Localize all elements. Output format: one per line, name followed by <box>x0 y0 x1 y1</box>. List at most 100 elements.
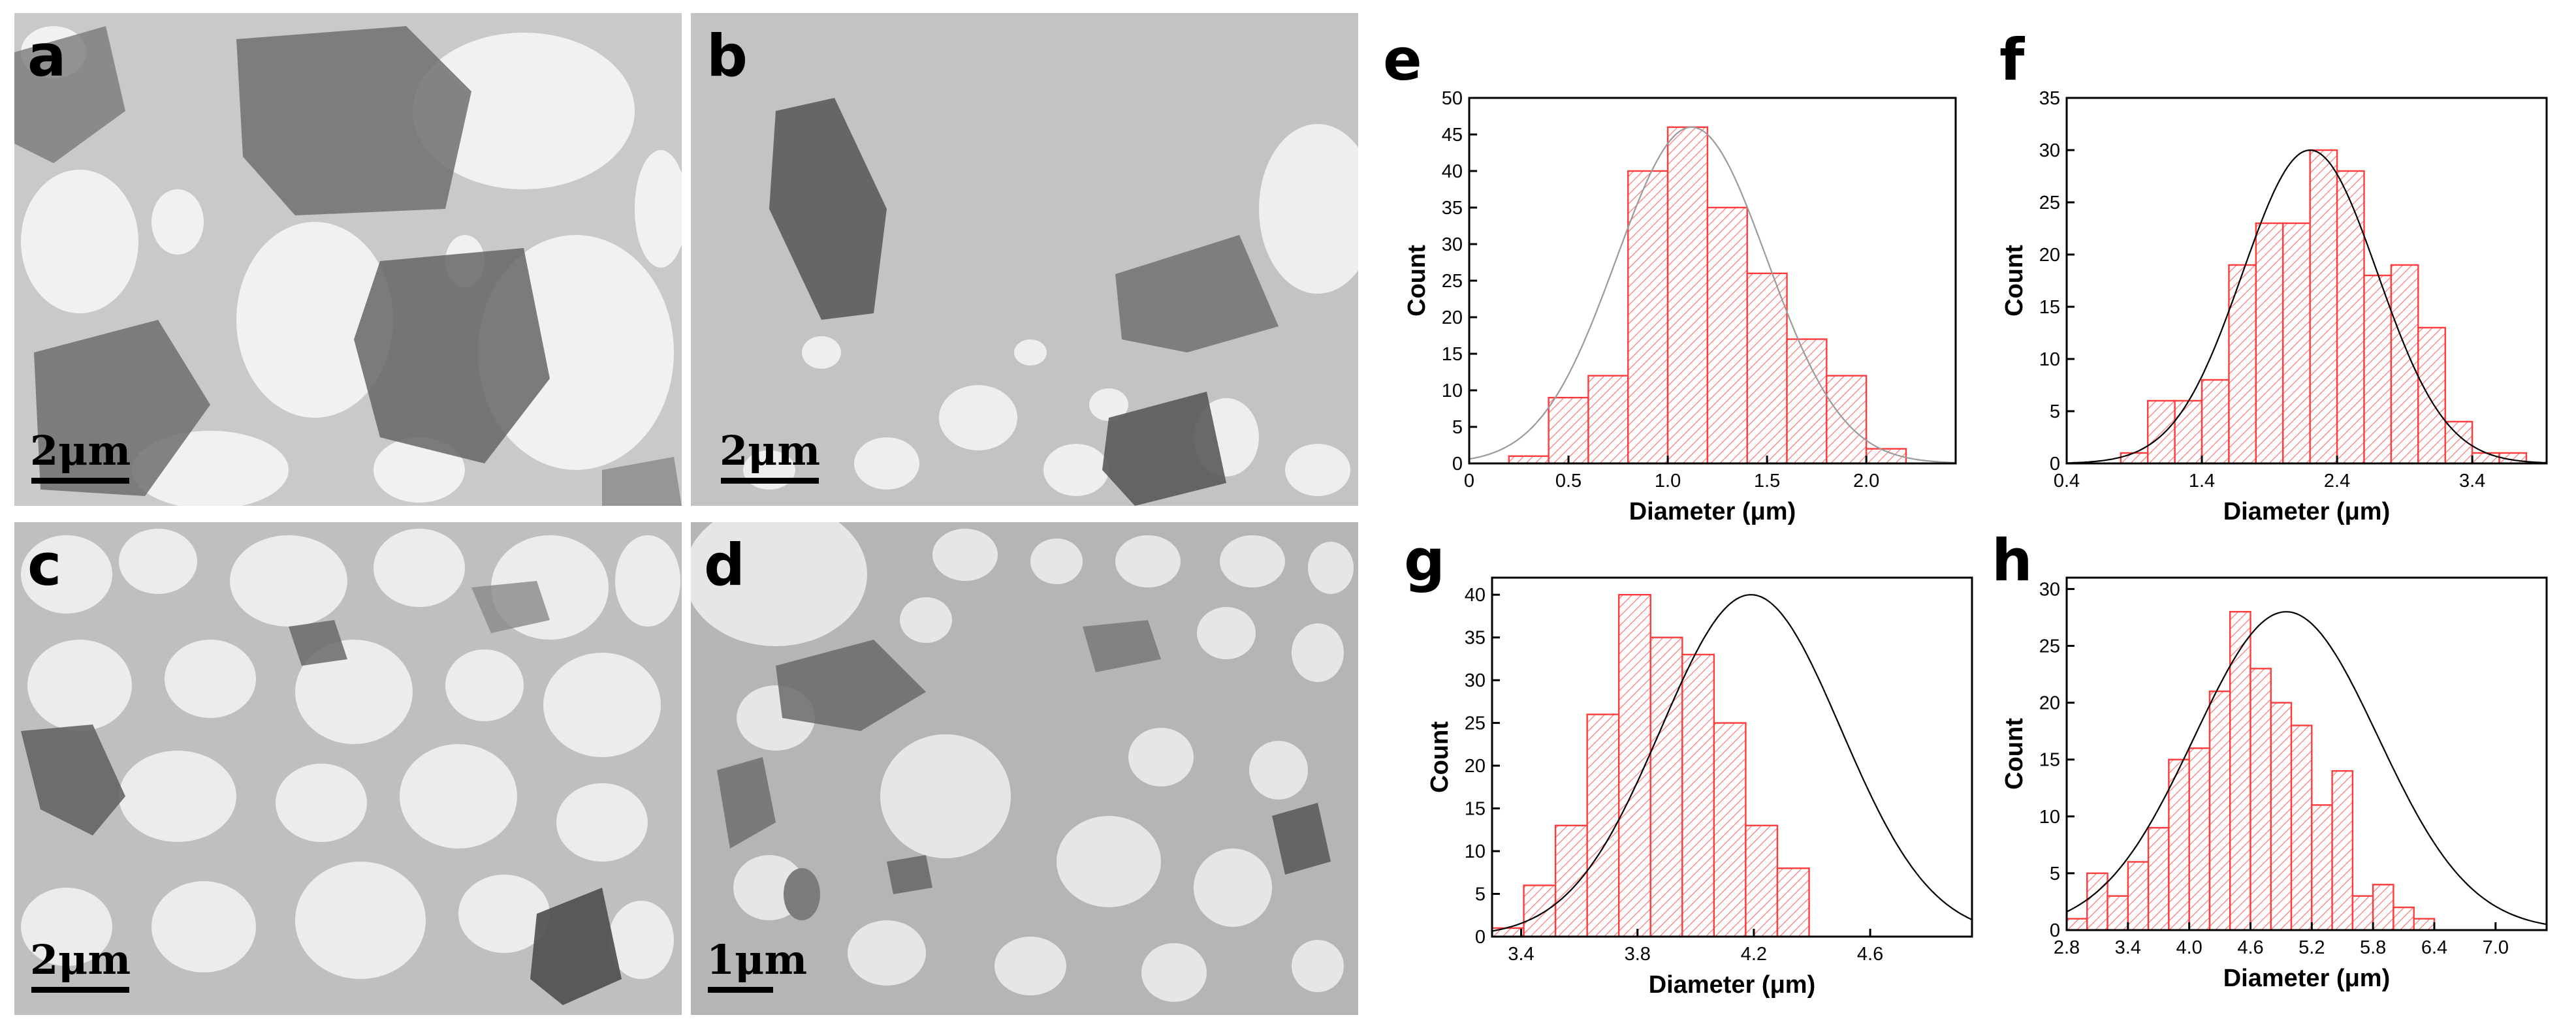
y-tick-label: 25 <box>1442 271 1463 292</box>
bar <box>1523 884 1557 937</box>
histogram-g: 0 5 10 15 20 25 30 35 40 3.4 3.8 4.2 4.6 Diameter (μm… <box>1391 568 2005 1025</box>
bars-h <box>2067 611 2436 930</box>
fit-curve <box>1469 126 1956 463</box>
bar <box>2147 827 2170 930</box>
bar <box>1508 455 1550 463</box>
y-tick-label: 20 <box>2039 245 2060 266</box>
bar <box>2282 222 2311 463</box>
bar <box>2351 895 2374 930</box>
x-tick-label: 4.6 <box>1857 944 1883 965</box>
fit-curve <box>2067 149 2547 463</box>
plot-frame <box>2065 97 2548 465</box>
bar <box>1776 867 1810 937</box>
y-tick-label: 25 <box>2039 193 2060 213</box>
bar <box>1548 397 1589 463</box>
plot-frame <box>2065 576 2548 931</box>
y-tick-label: 0 <box>2050 454 2060 475</box>
bar <box>1746 272 1788 463</box>
micrograph-b <box>691 13 1358 506</box>
y-tick-label: 15 <box>1442 344 1463 365</box>
histogram-svg-f: 0 5 10 15 20 25 30 35 0.4 1.4 2.4 3.4 Diameter (μm) C… <box>2001 88 2548 525</box>
scale-bar-b: 2μm <box>720 427 820 484</box>
bar <box>2311 804 2333 930</box>
bar <box>2336 170 2365 463</box>
y-tick-label: 5 <box>1452 417 1463 438</box>
y-tick-label: 35 <box>2039 88 2060 109</box>
x-tick-label: 1.5 <box>1754 471 1780 491</box>
y-tick-label: 15 <box>2039 297 2060 318</box>
bar <box>2372 884 2394 930</box>
y-axis-label: Count <box>2001 718 2028 790</box>
y-tick-label: 25 <box>2039 636 2060 657</box>
bars-f <box>2120 149 2528 463</box>
bar <box>1745 824 1779 937</box>
x-tick-label: 0.4 <box>2054 471 2080 491</box>
y-tick-label: 45 <box>1442 125 1463 146</box>
y-tick-label: 20 <box>1442 307 1463 328</box>
bar <box>2413 918 2436 930</box>
bar <box>2107 895 2129 930</box>
bar <box>2067 918 2088 930</box>
x-tick-label: 4.6 <box>2237 937 2263 958</box>
micrograph-d <box>691 522 1358 1015</box>
bar <box>2393 906 2415 930</box>
x-tick-label: 2.0 <box>1853 471 1879 491</box>
x-tick-label: 3.4 <box>2115 937 2141 958</box>
scale-label-c: 2μm <box>30 936 131 984</box>
panel-label-a: a <box>27 22 67 89</box>
x-tick-label: 2.8 <box>2054 937 2080 958</box>
y-tick-label: 0 <box>2050 920 2060 941</box>
y-tick-label: 25 <box>1465 713 1486 734</box>
fit-curve <box>2067 611 2547 926</box>
y-tick-label: 5 <box>2050 401 2060 422</box>
bar <box>1492 927 1525 937</box>
bar <box>2290 724 2313 930</box>
fit-curve <box>1492 594 1972 932</box>
y-axis-label: Count <box>2001 245 2028 317</box>
scale-bar-c: 2μm <box>30 936 131 993</box>
bar <box>1554 824 1588 937</box>
y-tick-label: 15 <box>2039 750 2060 771</box>
y-axis-label: Count <box>1403 245 1431 317</box>
x-axis-label: Diameter (μm) <box>2223 498 2391 525</box>
bar <box>1666 126 1709 463</box>
bar <box>2250 668 2272 930</box>
bar <box>1649 636 1683 937</box>
tem-image-d: d 1μm <box>691 522 1358 1015</box>
scale-bar-d: 1μm <box>707 936 807 993</box>
y-tick-label: 30 <box>2039 579 2060 600</box>
bars-e <box>1508 126 1907 463</box>
histogram-e: 0 5 10 15 20 25 30 35 40 45 50 0 0.5 1.0 1.5 2.0 Diamete… <box>1391 72 2005 535</box>
scale-label-d: 1μm <box>707 936 807 984</box>
tem-image-b: b 2μm <box>691 13 1358 506</box>
x-axis-label: Diameter (μm) <box>2223 965 2391 992</box>
x-tick-label: 7.0 <box>2483 937 2509 958</box>
y-axis-label: Count <box>1426 721 1454 793</box>
panel-label-c: c <box>27 531 62 599</box>
histogram-f: 0 5 10 15 20 25 30 35 0.4 1.4 2.4 3.4 Diameter (μm) C… <box>2001 72 2576 535</box>
bar <box>2208 690 2231 930</box>
bar <box>2120 452 2149 463</box>
x-tick-label: 5.2 <box>2298 937 2325 958</box>
bar <box>2417 326 2446 463</box>
x-tick-label: 0 <box>1464 471 1474 491</box>
x-tick-label: 0.5 <box>1555 471 1582 491</box>
y-tick-label: 35 <box>1465 628 1486 649</box>
scale-label-b: 2μm <box>720 427 820 475</box>
micrograph-c <box>14 522 682 1015</box>
bar <box>1681 653 1715 937</box>
panel-label-h: h <box>1992 527 2033 594</box>
bar <box>2390 264 2419 463</box>
bar <box>1713 722 1747 937</box>
y-tick-label: 30 <box>2039 140 2060 161</box>
bar <box>1587 375 1629 463</box>
y-tick-label: 10 <box>2039 807 2060 828</box>
bar <box>2270 702 2293 930</box>
bars-g <box>1492 593 1810 937</box>
micrograph-a <box>14 13 682 506</box>
y-tick-label: 40 <box>1465 585 1486 606</box>
y-tick-label: 10 <box>1442 381 1463 401</box>
bar <box>2228 264 2257 463</box>
x-tick-label: 3.4 <box>1508 944 1534 965</box>
x-axis-label: Diameter (μm) <box>1629 498 1796 525</box>
